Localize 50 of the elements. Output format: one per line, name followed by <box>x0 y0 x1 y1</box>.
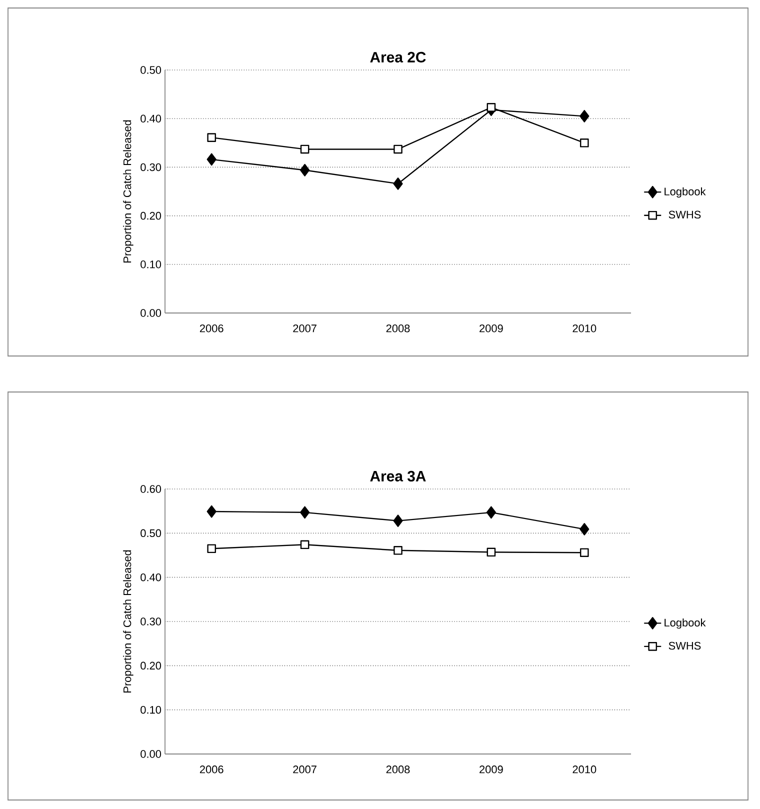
chart-title: Area 2C <box>370 52 426 62</box>
x-tick-label: 2008 <box>386 324 410 332</box>
x-tick-label: 2006 <box>200 324 224 332</box>
y-axis-title: Proportion of Catch Released <box>123 550 134 692</box>
y-tick-label: 0.60 <box>140 485 162 493</box>
y-tick-label: 0.00 <box>140 309 162 317</box>
point <box>300 164 310 176</box>
point <box>207 544 216 554</box>
point <box>486 548 496 557</box>
point <box>394 546 402 555</box>
y-tick-label: 0.50 <box>140 66 162 74</box>
y-tick-label: 0.20 <box>140 212 162 220</box>
y-tick-label: 0.10 <box>140 706 162 714</box>
point <box>300 144 310 154</box>
point <box>207 133 216 142</box>
y-axis-title: Proportion of Catch Released <box>123 120 134 262</box>
y-tick-label: 0.20 <box>140 662 162 670</box>
y-tick-label: 0.30 <box>140 163 162 172</box>
point <box>300 506 310 519</box>
legend-label: SWHS <box>668 210 701 219</box>
point <box>300 540 310 550</box>
point <box>580 548 589 557</box>
x-tick-label: 2007 <box>293 324 316 332</box>
point <box>580 110 590 122</box>
point <box>393 514 403 527</box>
point <box>580 522 590 536</box>
x-tick-label: 2006 <box>200 766 224 774</box>
legend-label: Logbook <box>664 618 706 629</box>
x-tick-label: 2010 <box>572 324 596 332</box>
point <box>393 178 403 190</box>
point <box>206 505 216 518</box>
legend-label: Logbook <box>664 187 706 198</box>
chart-title: Area 3A <box>370 470 426 482</box>
y-tick-label: 0.40 <box>140 114 162 122</box>
x-tick-label: 2008 <box>386 766 410 774</box>
legend-label: SWHS <box>668 642 701 650</box>
x-tick-label: 2009 <box>480 324 503 332</box>
x-tick-label: 2007 <box>293 766 316 774</box>
y-tick-label: 0.40 <box>140 573 162 582</box>
point <box>206 153 216 166</box>
y-tick-label: 0.30 <box>140 618 162 626</box>
point <box>486 103 496 112</box>
x-tick-label: 2010 <box>572 766 596 774</box>
y-tick-label: 0.00 <box>140 750 162 758</box>
y-tick-label: 0.50 <box>140 529 162 538</box>
x-tick-label: 2009 <box>480 766 503 774</box>
point <box>486 506 496 519</box>
point <box>394 144 402 154</box>
point <box>580 138 589 148</box>
y-tick-label: 0.10 <box>140 260 162 268</box>
